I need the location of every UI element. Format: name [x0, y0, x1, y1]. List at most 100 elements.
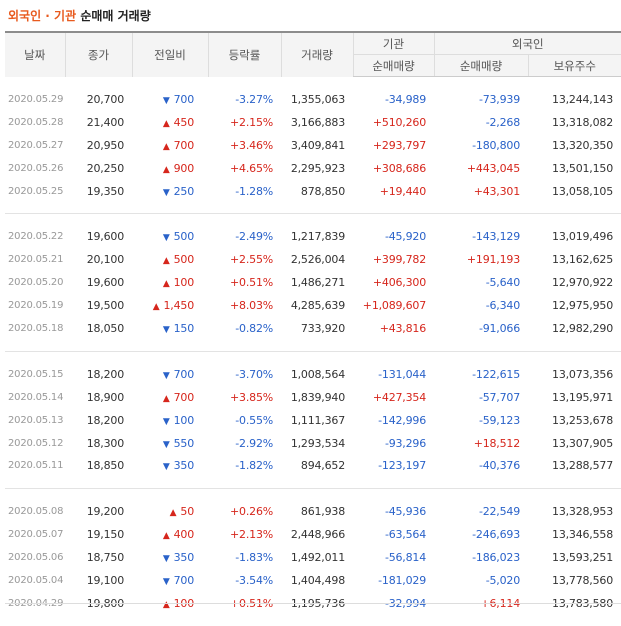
cell-date: 2020.05.04 — [8, 574, 64, 586]
header-foreign-hold: 보유주수 — [527, 54, 621, 77]
cell-inst-net: -123,197 — [378, 459, 426, 473]
header-change: 전일비 — [131, 31, 208, 77]
section-title-name: 순매매 거래량 — [80, 9, 151, 23]
cell-change-value: 150 — [173, 321, 195, 335]
cell-change: ▼ 350 — [132, 546, 208, 569]
cell-volume: 1,404,498 — [290, 573, 345, 587]
cell-change: ▲ 700 — [132, 386, 208, 409]
cell-volume: 1,492,011 — [290, 551, 345, 565]
spacer-cell — [5, 77, 621, 89]
cell-change: ▲ 100 — [132, 271, 208, 294]
cell-date: 2020.05.08 — [8, 506, 64, 518]
cell-close: 20,950 — [86, 138, 124, 152]
cell-rate: +2.15% — [230, 115, 273, 129]
cell-volume: 3,166,883 — [290, 115, 345, 129]
cell-foreign-hold: 12,982,290 — [552, 321, 613, 335]
cell-foreign-hold: 13,320,350 — [552, 138, 613, 152]
cell-foreign-net: -73,939 — [478, 92, 520, 106]
section-title: 외국인 · 기관 순매매 거래량 — [8, 6, 151, 26]
cell-foreign-net: -57,707 — [478, 390, 520, 404]
arrow-up-icon: ▲ — [169, 508, 177, 519]
cell-volume: 3,409,841 — [290, 138, 345, 152]
cell-foreign-net: +43,301 — [473, 184, 521, 198]
cell-rate: -1.83% — [235, 551, 273, 565]
table-row: 2020.05.15 18,200 ▼ 700 -3.70% 1,008,564 -131,… — [5, 363, 621, 386]
cell-foreign-hold: 13,195,971 — [552, 390, 613, 404]
cell-close: 18,850 — [86, 459, 124, 473]
cell-change-value: 100 — [173, 276, 195, 290]
cell-date: 2020.05.06 — [8, 552, 64, 564]
cell-close: 20,100 — [86, 253, 124, 267]
cell-date: 2020.05.18 — [8, 322, 64, 334]
cell-foreign-net: -59,123 — [478, 413, 520, 427]
cell-change-value: 500 — [173, 230, 195, 244]
cell-foreign-net: -180,800 — [472, 138, 520, 152]
cell-rate: -2.49% — [235, 230, 273, 244]
cell-close: 19,600 — [86, 276, 124, 290]
cell-change: ▲ 700 — [132, 134, 208, 157]
table-row: 2020.05.28 21,400 ▲ 450 +2.15% 3,166,883 +510,… — [5, 111, 621, 134]
cell-change: ▲ 50 — [132, 500, 208, 523]
arrow-up-icon: ▲ — [162, 531, 170, 542]
cell-foreign-hold: 13,162,625 — [552, 253, 613, 267]
table-row: 2020.05.11 18,850 ▼ 350 -1.82% 894,652 -123,19… — [5, 454, 621, 477]
cell-volume: 4,285,639 — [290, 299, 345, 313]
cell-date: 2020.05.27 — [8, 139, 64, 151]
arrow-up-icon: ▲ — [162, 164, 170, 175]
cell-change-value: 700 — [173, 573, 195, 587]
cell-foreign-hold: 13,346,558 — [552, 528, 613, 542]
spacer-cell — [5, 477, 621, 489]
header-foreign-net: 순매매량 — [433, 54, 528, 77]
table-header: 날짜 종가 전일비 등락률 거래량 기관 외국인 순매매량 순매매량 보유주수 — [5, 31, 621, 77]
cell-inst-net: +406,300 — [372, 276, 426, 290]
cell-change: ▼ 500 — [132, 225, 208, 248]
cell-foreign-net: -143,129 — [472, 230, 520, 244]
table-row: 2020.05.27 20,950 ▲ 700 +3.46% 3,409,841 +293,… — [5, 134, 621, 157]
cell-foreign-net: -122,615 — [472, 367, 520, 381]
cell-change: ▼ 550 — [132, 432, 208, 455]
arrow-up-icon: ▲ — [162, 599, 170, 610]
cell-change-value: 700 — [173, 390, 195, 404]
arrow-down-icon: ▼ — [162, 439, 170, 450]
cell-date: 2020.05.14 — [8, 391, 64, 403]
cell-inst-net: -181,029 — [378, 573, 426, 587]
arrow-down-icon: ▼ — [162, 462, 170, 473]
table-row: 2020.05.06 18,750 ▼ 350 -1.83% 1,492,011 -56,8… — [5, 546, 621, 569]
section-title-highlight: 외국인 · 기관 — [8, 9, 77, 23]
cell-change-value: 250 — [173, 184, 195, 198]
arrow-up-icon: ▲ — [162, 141, 170, 152]
cell-date: 2020.05.29 — [8, 93, 64, 105]
cell-foreign-hold: 13,019,496 — [552, 230, 613, 244]
cell-volume: 2,448,966 — [290, 528, 345, 542]
spacer-cell — [5, 214, 621, 225]
cell-change: ▼ 700 — [132, 569, 208, 592]
arrow-down-icon: ▼ — [162, 324, 170, 335]
cell-inst-net: -45,936 — [384, 505, 426, 519]
cell-change: ▲ 450 — [132, 111, 208, 134]
cell-foreign-hold: 13,307,905 — [552, 436, 613, 450]
table-row: 2020.05.18 18,050 ▼ 150 -0.82% 733,920 +43,816… — [5, 317, 621, 340]
group-divider-cell — [5, 351, 621, 352]
table-row: 2020.05.13 18,200 ▼ 100 -0.55% 1,111,367 -142,… — [5, 409, 621, 432]
cell-rate: +3.85% — [230, 390, 273, 404]
cell-foreign-hold: 13,778,560 — [552, 573, 613, 587]
cell-close: 21,400 — [86, 115, 124, 129]
cell-change-value: 500 — [173, 253, 195, 267]
cell-change: ▼ 350 — [132, 454, 208, 477]
cell-rate: -1.82% — [235, 459, 273, 473]
cell-rate: -0.55% — [235, 413, 273, 427]
group-divider — [5, 351, 621, 352]
spacer-row — [5, 77, 621, 89]
spacer-row — [5, 615, 621, 626]
cell-foreign-net: -186,023 — [472, 551, 520, 565]
spacer-row — [5, 477, 621, 489]
cell-rate: +8.03% — [230, 299, 273, 313]
cell-change-value: 700 — [173, 138, 195, 152]
cell-inst-net: +510,260 — [372, 115, 426, 129]
cell-inst-net: +308,686 — [372, 161, 426, 175]
cell-volume: 878,850 — [300, 184, 345, 198]
cell-foreign-hold: 12,975,950 — [552, 299, 613, 313]
cell-inst-net: -56,814 — [384, 551, 426, 565]
cell-close: 20,250 — [86, 161, 124, 175]
cell-inst-net: -131,044 — [378, 367, 426, 381]
